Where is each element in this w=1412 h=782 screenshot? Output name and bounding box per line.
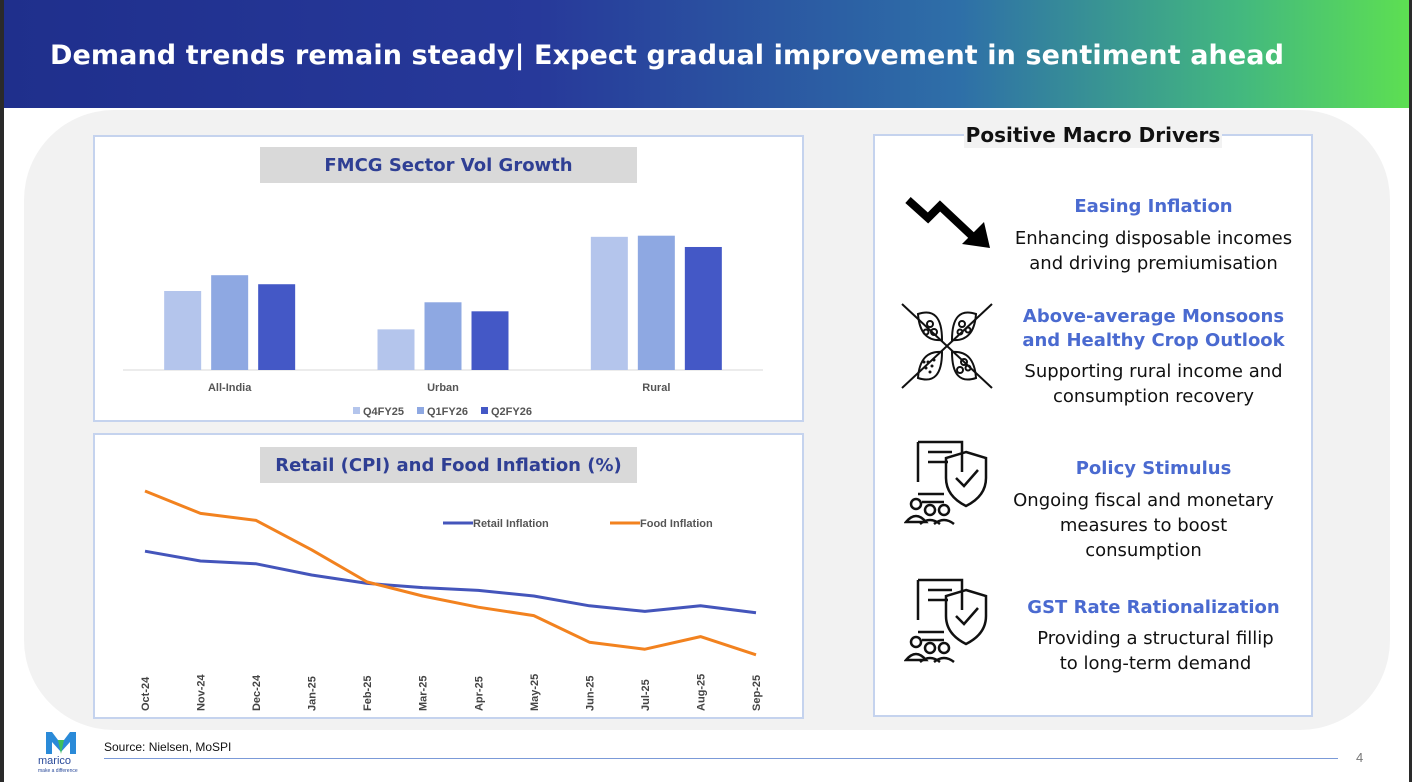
bar-chart-plot: All-India Urban Rural Q4FY25 Q1FY26 Q2FY26 — [123, 235, 763, 418]
footer-divider — [104, 758, 1338, 759]
bar-chart-panel: FMCG Sector Vol Growth All-India Urban Rur… — [93, 135, 804, 422]
bar-all-india-q1fy26 — [211, 275, 249, 370]
driver-3-title: Policy Stimulus — [1012, 457, 1295, 481]
line-chart-panel: Retail (CPI) and Food Inflation (%) Oct-… — [93, 433, 804, 719]
x-tick-label-all-india: All-India — [208, 382, 252, 394]
driver-1-title-line: Easing Inflation — [1074, 196, 1233, 217]
right-edge-rule — [1409, 0, 1412, 782]
driver-4-desc-line-1: Providing a structural fillip — [1037, 628, 1274, 649]
page-number: 4 — [1356, 750, 1364, 765]
bar-urban-q1fy26 — [424, 302, 462, 370]
series-line-food-inflation — [144, 489, 757, 657]
x-tick-label-jan-25: Jan-25 — [307, 676, 319, 711]
bar-chart-title: FMCG Sector Vol Growth — [260, 147, 637, 183]
driver-4-title-line: GST Rate Rationalization — [1027, 597, 1280, 618]
legend-label-q4fy25: Q4FY25 — [363, 406, 404, 418]
bar-urban-q4fy25 — [377, 329, 415, 370]
legend-label-food-inflation: Food Inflation — [640, 518, 713, 530]
driver-1-title: Easing Inflation — [1012, 195, 1295, 219]
logo-tagline: make a difference — [38, 768, 78, 774]
driver-4-description: Providing a structural fillip to long-te… — [1014, 626, 1297, 676]
driver-4-desc-line-2: to long-term demand — [1059, 653, 1252, 674]
policy-document-icon — [904, 440, 988, 526]
driver-2-title: Above-average Monsoons and Healthy Crop … — [1012, 305, 1295, 353]
series-line-retail-inflation — [144, 549, 757, 615]
x-tick-label-feb-25: Feb-25 — [362, 676, 374, 711]
legend-swatch-q2fy26 — [481, 407, 488, 414]
line-chart-plot: Oct-24 Nov-24 Dec-24 Jan-25 Feb-25 Mar-25 Apr-… — [140, 489, 763, 711]
driver-1-description: Enhancing disposable incomes and driving… — [1012, 226, 1295, 276]
driver-2-desc-line-1: Supporting rural income and — [1024, 361, 1283, 382]
driver-2-description: Supporting rural income and consumption … — [1012, 359, 1295, 409]
x-tick-label-urban: Urban — [427, 382, 459, 394]
legend-label-retail-inflation: Retail Inflation — [473, 518, 549, 530]
x-tick-label-may-25: May-25 — [529, 674, 541, 711]
marico-logo-icon — [46, 732, 76, 754]
grains-icon — [901, 303, 993, 389]
down-trend-arrow-icon — [905, 197, 990, 248]
bar-urban-q2fy26 — [471, 311, 509, 370]
policy-document-icon — [904, 578, 988, 664]
bar-rural-q1fy26 — [637, 235, 675, 370]
source-note: Source: Nielsen, MoSPI — [104, 740, 232, 754]
driver-3-desc-line-1: Ongoing fiscal and monetary — [1013, 490, 1274, 511]
driver-1-desc-line-2: and driving premiumisation — [1029, 253, 1278, 274]
x-tick-label-jul-25: Jul-25 — [640, 679, 652, 711]
x-tick-label-sep-25: Sep-25 — [751, 675, 763, 711]
legend-swatch-q4fy25 — [353, 407, 360, 414]
page-title: Demand trends remain steady| Expect grad… — [50, 40, 1285, 71]
driver-1-desc-line-1: Enhancing disposable incomes — [1014, 228, 1293, 249]
driver-3-desc-line-2: measures to boost — [1059, 515, 1228, 536]
driver-2-title-line-2: and Healthy Crop Outlook — [1022, 330, 1285, 351]
x-tick-label-rural: Rural — [642, 382, 670, 394]
driver-2-desc-line-2: consumption recovery — [1052, 386, 1255, 407]
header-banner: Demand trends remain steady| Expect grad… — [4, 0, 1409, 108]
bar-rural-q4fy25 — [590, 236, 628, 370]
legend-swatch-q1fy26 — [417, 407, 424, 414]
x-tick-label-oct-24: Oct-24 — [140, 676, 152, 711]
macro-drivers-heading: Positive Macro Drivers — [964, 122, 1222, 148]
driver-3-description: Ongoing fiscal and monetary measures to … — [1002, 488, 1285, 563]
driver-2-title-line-1: Above-average Monsoons — [1022, 306, 1285, 327]
driver-3-title-line: Policy Stimulus — [1075, 458, 1232, 479]
driver-4-title: GST Rate Rationalization — [1012, 596, 1295, 620]
legend-label-q1fy26: Q1FY26 — [427, 406, 468, 418]
x-tick-label-jun-25: Jun-25 — [584, 676, 596, 711]
x-tick-label-nov-24: Nov-24 — [196, 673, 208, 711]
x-tick-label-mar-25: Mar-25 — [418, 676, 430, 711]
x-tick-label-apr-25: Apr-25 — [473, 676, 485, 711]
driver-3-desc-line-3: consumption — [1085, 540, 1202, 561]
bar-all-india-q2fy26 — [258, 284, 296, 370]
x-tick-label-aug-25: Aug-25 — [695, 674, 707, 711]
x-tick-label-dec-24: Dec-24 — [251, 674, 263, 711]
line-chart-title: Retail (CPI) and Food Inflation (%) — [260, 447, 637, 483]
logo-text: marico — [38, 755, 72, 767]
left-edge-rule — [0, 0, 4, 782]
bar-rural-q2fy26 — [684, 246, 722, 370]
bar-all-india-q4fy25 — [164, 291, 202, 370]
legend-label-q2fy26: Q2FY26 — [491, 406, 532, 418]
